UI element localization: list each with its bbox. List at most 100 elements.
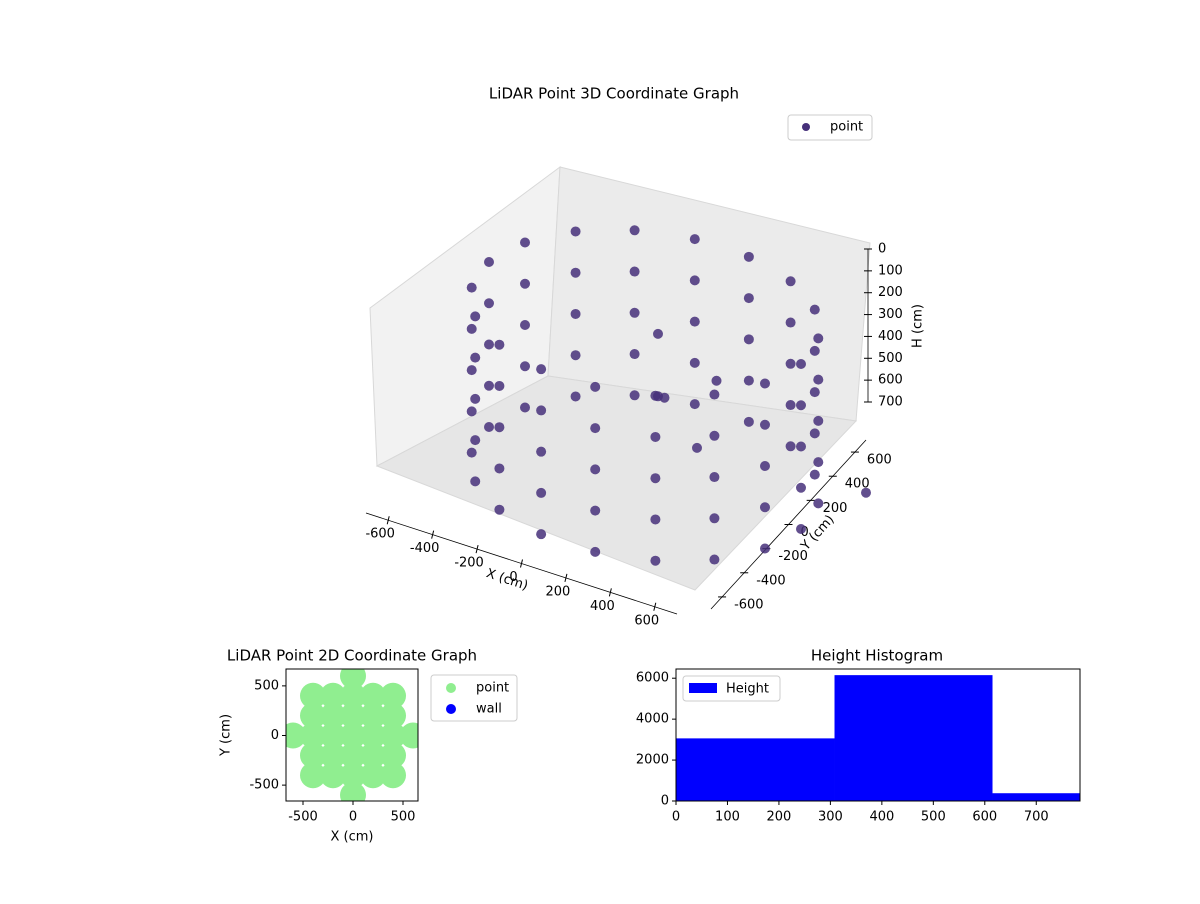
point: [520, 402, 531, 413]
tick-mark: [431, 530, 435, 539]
point: [711, 375, 722, 386]
tick-mark: [564, 573, 568, 583]
point: [360, 682, 386, 709]
point: [785, 358, 796, 369]
point: [300, 702, 326, 729]
point: [380, 762, 406, 789]
point: [689, 399, 700, 410]
point: [809, 428, 820, 439]
point: [759, 460, 770, 471]
point: [785, 400, 796, 411]
points: [286, 669, 418, 801]
legend-box: [787, 114, 873, 141]
point: [759, 378, 770, 389]
point: [536, 364, 547, 375]
tick-mark: [475, 544, 479, 554]
point: [286, 722, 306, 749]
point: [300, 722, 326, 749]
legend-marker: [802, 123, 810, 131]
point: [484, 339, 494, 350]
point: [796, 524, 806, 534]
point: [520, 278, 531, 289]
legend-label: point: [476, 681, 509, 696]
point: [536, 405, 547, 416]
point: [629, 307, 640, 318]
x-tick-label: 0: [509, 570, 517, 585]
point: [813, 374, 824, 385]
point: [809, 345, 820, 356]
tick-mark: [653, 602, 657, 611]
bar: [676, 738, 835, 801]
z-tick-label: 0: [878, 242, 886, 257]
point: [743, 293, 754, 304]
point: [629, 266, 640, 277]
legend-label: point: [830, 120, 863, 135]
chart-title: LiDAR Point 2D Coordinate Graph: [227, 647, 477, 665]
y-tick-label: 200: [823, 501, 848, 516]
point: [466, 447, 477, 458]
point: [320, 762, 346, 789]
point: [484, 422, 494, 432]
x-tick-label: 300: [818, 810, 843, 825]
point: [590, 505, 601, 516]
point: [689, 316, 700, 327]
y-tick-label: -400: [756, 573, 786, 588]
point: [709, 389, 720, 400]
point: [300, 682, 326, 709]
x-tick-label: -200: [454, 556, 484, 571]
point: [650, 555, 661, 566]
point: [380, 682, 406, 709]
y-tick-label: 0: [271, 728, 279, 743]
point: [759, 502, 770, 513]
point: [466, 282, 477, 293]
point: [536, 487, 547, 498]
point: [320, 682, 346, 709]
point: [813, 415, 824, 426]
point: [785, 317, 796, 328]
point: [340, 682, 366, 709]
point: [813, 498, 824, 509]
legend-label: Height: [726, 682, 769, 697]
point: [494, 422, 505, 433]
plot-2d: LiDAR Point 2D Coordinate Graph -500 0 500 -…: [219, 647, 518, 845]
point: [813, 457, 824, 468]
y-tick-label: 600: [867, 453, 892, 468]
x-tick-label: 600: [972, 810, 997, 825]
point: [692, 442, 702, 453]
point: [466, 365, 477, 376]
point: [743, 251, 754, 262]
point: [466, 406, 477, 417]
x-tick-label: -400: [410, 541, 440, 556]
point: [743, 375, 754, 386]
point: [709, 554, 720, 565]
legend-marker: [689, 683, 717, 693]
point: [650, 431, 661, 442]
point: [653, 391, 663, 402]
point: [796, 359, 806, 369]
point: [796, 441, 806, 452]
point: [650, 514, 661, 525]
point: [466, 323, 477, 334]
x-axis-label: X (cm): [331, 830, 374, 845]
point: [650, 473, 661, 484]
point: [759, 419, 770, 430]
z-tick-label: 500: [878, 351, 903, 366]
point: [743, 416, 754, 427]
point: [653, 328, 663, 339]
point: [494, 339, 505, 350]
point: [470, 393, 481, 404]
x-tick-label: -600: [365, 527, 395, 542]
z-tick-label: 600: [878, 373, 903, 388]
x-axis-label: X (cm): [484, 566, 530, 594]
y-tick-label: 0: [801, 525, 809, 540]
legend-box: [682, 675, 781, 702]
point: [629, 225, 640, 236]
point: [785, 441, 796, 452]
legend-label: wall: [476, 702, 502, 717]
point: [796, 400, 806, 411]
tick-mark: [608, 588, 612, 597]
chart-title: Height Histogram: [811, 647, 943, 665]
y-tick-label: -500: [249, 778, 279, 793]
bar: [992, 793, 1080, 801]
